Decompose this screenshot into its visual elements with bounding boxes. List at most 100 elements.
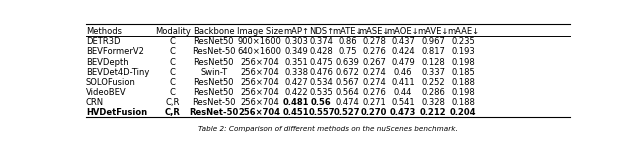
Text: 0.276: 0.276 [362, 47, 386, 56]
Text: 0.185: 0.185 [451, 68, 475, 77]
Text: 0.276: 0.276 [362, 88, 386, 97]
Text: 0.428: 0.428 [310, 47, 333, 56]
Text: 0.328: 0.328 [421, 98, 445, 107]
Text: BEVFormerV2: BEVFormerV2 [86, 47, 144, 56]
Text: 640×1600: 640×1600 [237, 47, 282, 56]
Text: ResNet50: ResNet50 [193, 88, 234, 97]
Text: VideoBEV: VideoBEV [86, 88, 127, 97]
Text: NDS↑: NDS↑ [309, 27, 334, 36]
Text: mAOE↓: mAOE↓ [387, 27, 419, 36]
Text: mATE↓: mATE↓ [332, 27, 363, 36]
Text: 0.198: 0.198 [451, 58, 475, 67]
Text: C,R: C,R [165, 98, 180, 107]
Text: CRN: CRN [86, 98, 104, 107]
Text: C: C [170, 58, 175, 67]
Text: 0.817: 0.817 [421, 47, 445, 56]
Text: 0.557: 0.557 [308, 108, 335, 117]
Text: 256×704: 256×704 [241, 68, 279, 77]
Text: C,R: C,R [164, 108, 180, 117]
Text: 0.672: 0.672 [335, 68, 359, 77]
Text: 0.351: 0.351 [284, 58, 308, 67]
Text: Modality: Modality [155, 27, 191, 36]
Text: C: C [170, 47, 175, 56]
Text: 0.541: 0.541 [391, 98, 415, 107]
Text: 0.46: 0.46 [394, 68, 412, 77]
Text: 0.481: 0.481 [283, 98, 309, 107]
Text: 0.75: 0.75 [338, 47, 356, 56]
Text: 0.474: 0.474 [335, 98, 359, 107]
Text: 0.270: 0.270 [361, 108, 387, 117]
Text: Image Size: Image Size [237, 27, 283, 36]
Text: 0.424: 0.424 [391, 47, 415, 56]
Text: 0.479: 0.479 [391, 58, 415, 67]
Text: C: C [170, 78, 175, 87]
Text: 0.252: 0.252 [421, 78, 445, 87]
Text: ResNet-50: ResNet-50 [192, 98, 236, 107]
Text: 0.374: 0.374 [310, 37, 333, 46]
Text: 0.271: 0.271 [362, 98, 386, 107]
Text: 0.534: 0.534 [310, 78, 333, 87]
Text: 0.274: 0.274 [362, 68, 386, 77]
Text: 0.476: 0.476 [310, 68, 333, 77]
Text: 0.564: 0.564 [335, 88, 359, 97]
Text: 900×1600: 900×1600 [238, 37, 282, 46]
Text: 0.286: 0.286 [421, 88, 445, 97]
Text: 0.639: 0.639 [335, 58, 359, 67]
Text: ResNet50: ResNet50 [193, 78, 234, 87]
Text: ResNet50: ResNet50 [193, 37, 234, 46]
Text: 0.535: 0.535 [310, 88, 333, 97]
Text: 0.422: 0.422 [284, 88, 308, 97]
Text: 0.427: 0.427 [284, 78, 308, 87]
Text: C: C [170, 68, 175, 77]
Text: 0.349: 0.349 [284, 47, 308, 56]
Text: 0.188: 0.188 [451, 78, 475, 87]
Text: 0.411: 0.411 [391, 78, 415, 87]
Text: 0.188: 0.188 [451, 98, 475, 107]
Text: C: C [170, 88, 175, 97]
Text: 256×704: 256×704 [241, 58, 279, 67]
Text: ResNet50: ResNet50 [193, 58, 234, 67]
Text: 256×704: 256×704 [241, 88, 279, 97]
Text: Table 2: Comparison of different methods on the nuScenes benchmark.: Table 2: Comparison of different methods… [198, 126, 458, 132]
Text: 256×704: 256×704 [239, 108, 281, 117]
Text: 0.56: 0.56 [311, 98, 332, 107]
Text: SOLOFusion: SOLOFusion [86, 78, 136, 87]
Text: HVDetFusion: HVDetFusion [86, 108, 147, 117]
Text: BEVDepth: BEVDepth [86, 58, 129, 67]
Text: 0.337: 0.337 [421, 68, 445, 77]
Text: 0.475: 0.475 [310, 58, 333, 67]
Text: 0.278: 0.278 [362, 37, 386, 46]
Text: 0.204: 0.204 [450, 108, 476, 117]
Text: mAVE↓: mAVE↓ [417, 27, 449, 36]
Text: 0.437: 0.437 [391, 37, 415, 46]
Text: mASE↓: mASE↓ [358, 27, 390, 36]
Text: ResNet-50: ResNet-50 [189, 108, 238, 117]
Text: 0.212: 0.212 [420, 108, 446, 117]
Text: 0.567: 0.567 [335, 78, 359, 87]
Text: 0.303: 0.303 [284, 37, 308, 46]
Text: 0.44: 0.44 [394, 88, 412, 97]
Text: 0.267: 0.267 [362, 58, 386, 67]
Text: 0.967: 0.967 [421, 37, 445, 46]
Text: C: C [170, 37, 175, 46]
Text: 0.128: 0.128 [421, 58, 445, 67]
Text: 0.198: 0.198 [451, 88, 475, 97]
Text: Swin-T: Swin-T [200, 68, 227, 77]
Text: 0.193: 0.193 [451, 47, 475, 56]
Text: BEVDet4D-Tiny: BEVDet4D-Tiny [86, 68, 149, 77]
Text: 0.527: 0.527 [334, 108, 360, 117]
Text: 0.86: 0.86 [338, 37, 356, 46]
Text: ResNet-50: ResNet-50 [192, 47, 236, 56]
Text: Backbone: Backbone [193, 27, 235, 36]
Text: DETR3D: DETR3D [86, 37, 120, 46]
Text: Methods: Methods [86, 27, 122, 36]
Text: 0.451: 0.451 [283, 108, 309, 117]
Text: mAAE↓: mAAE↓ [447, 27, 479, 36]
Text: 0.235: 0.235 [451, 37, 475, 46]
Text: 256×704: 256×704 [241, 98, 279, 107]
Text: 256×704: 256×704 [241, 78, 279, 87]
Text: 0.473: 0.473 [390, 108, 416, 117]
Text: 0.338: 0.338 [284, 68, 308, 77]
Text: mAP↑: mAP↑ [283, 27, 309, 36]
Text: 0.274: 0.274 [362, 78, 386, 87]
